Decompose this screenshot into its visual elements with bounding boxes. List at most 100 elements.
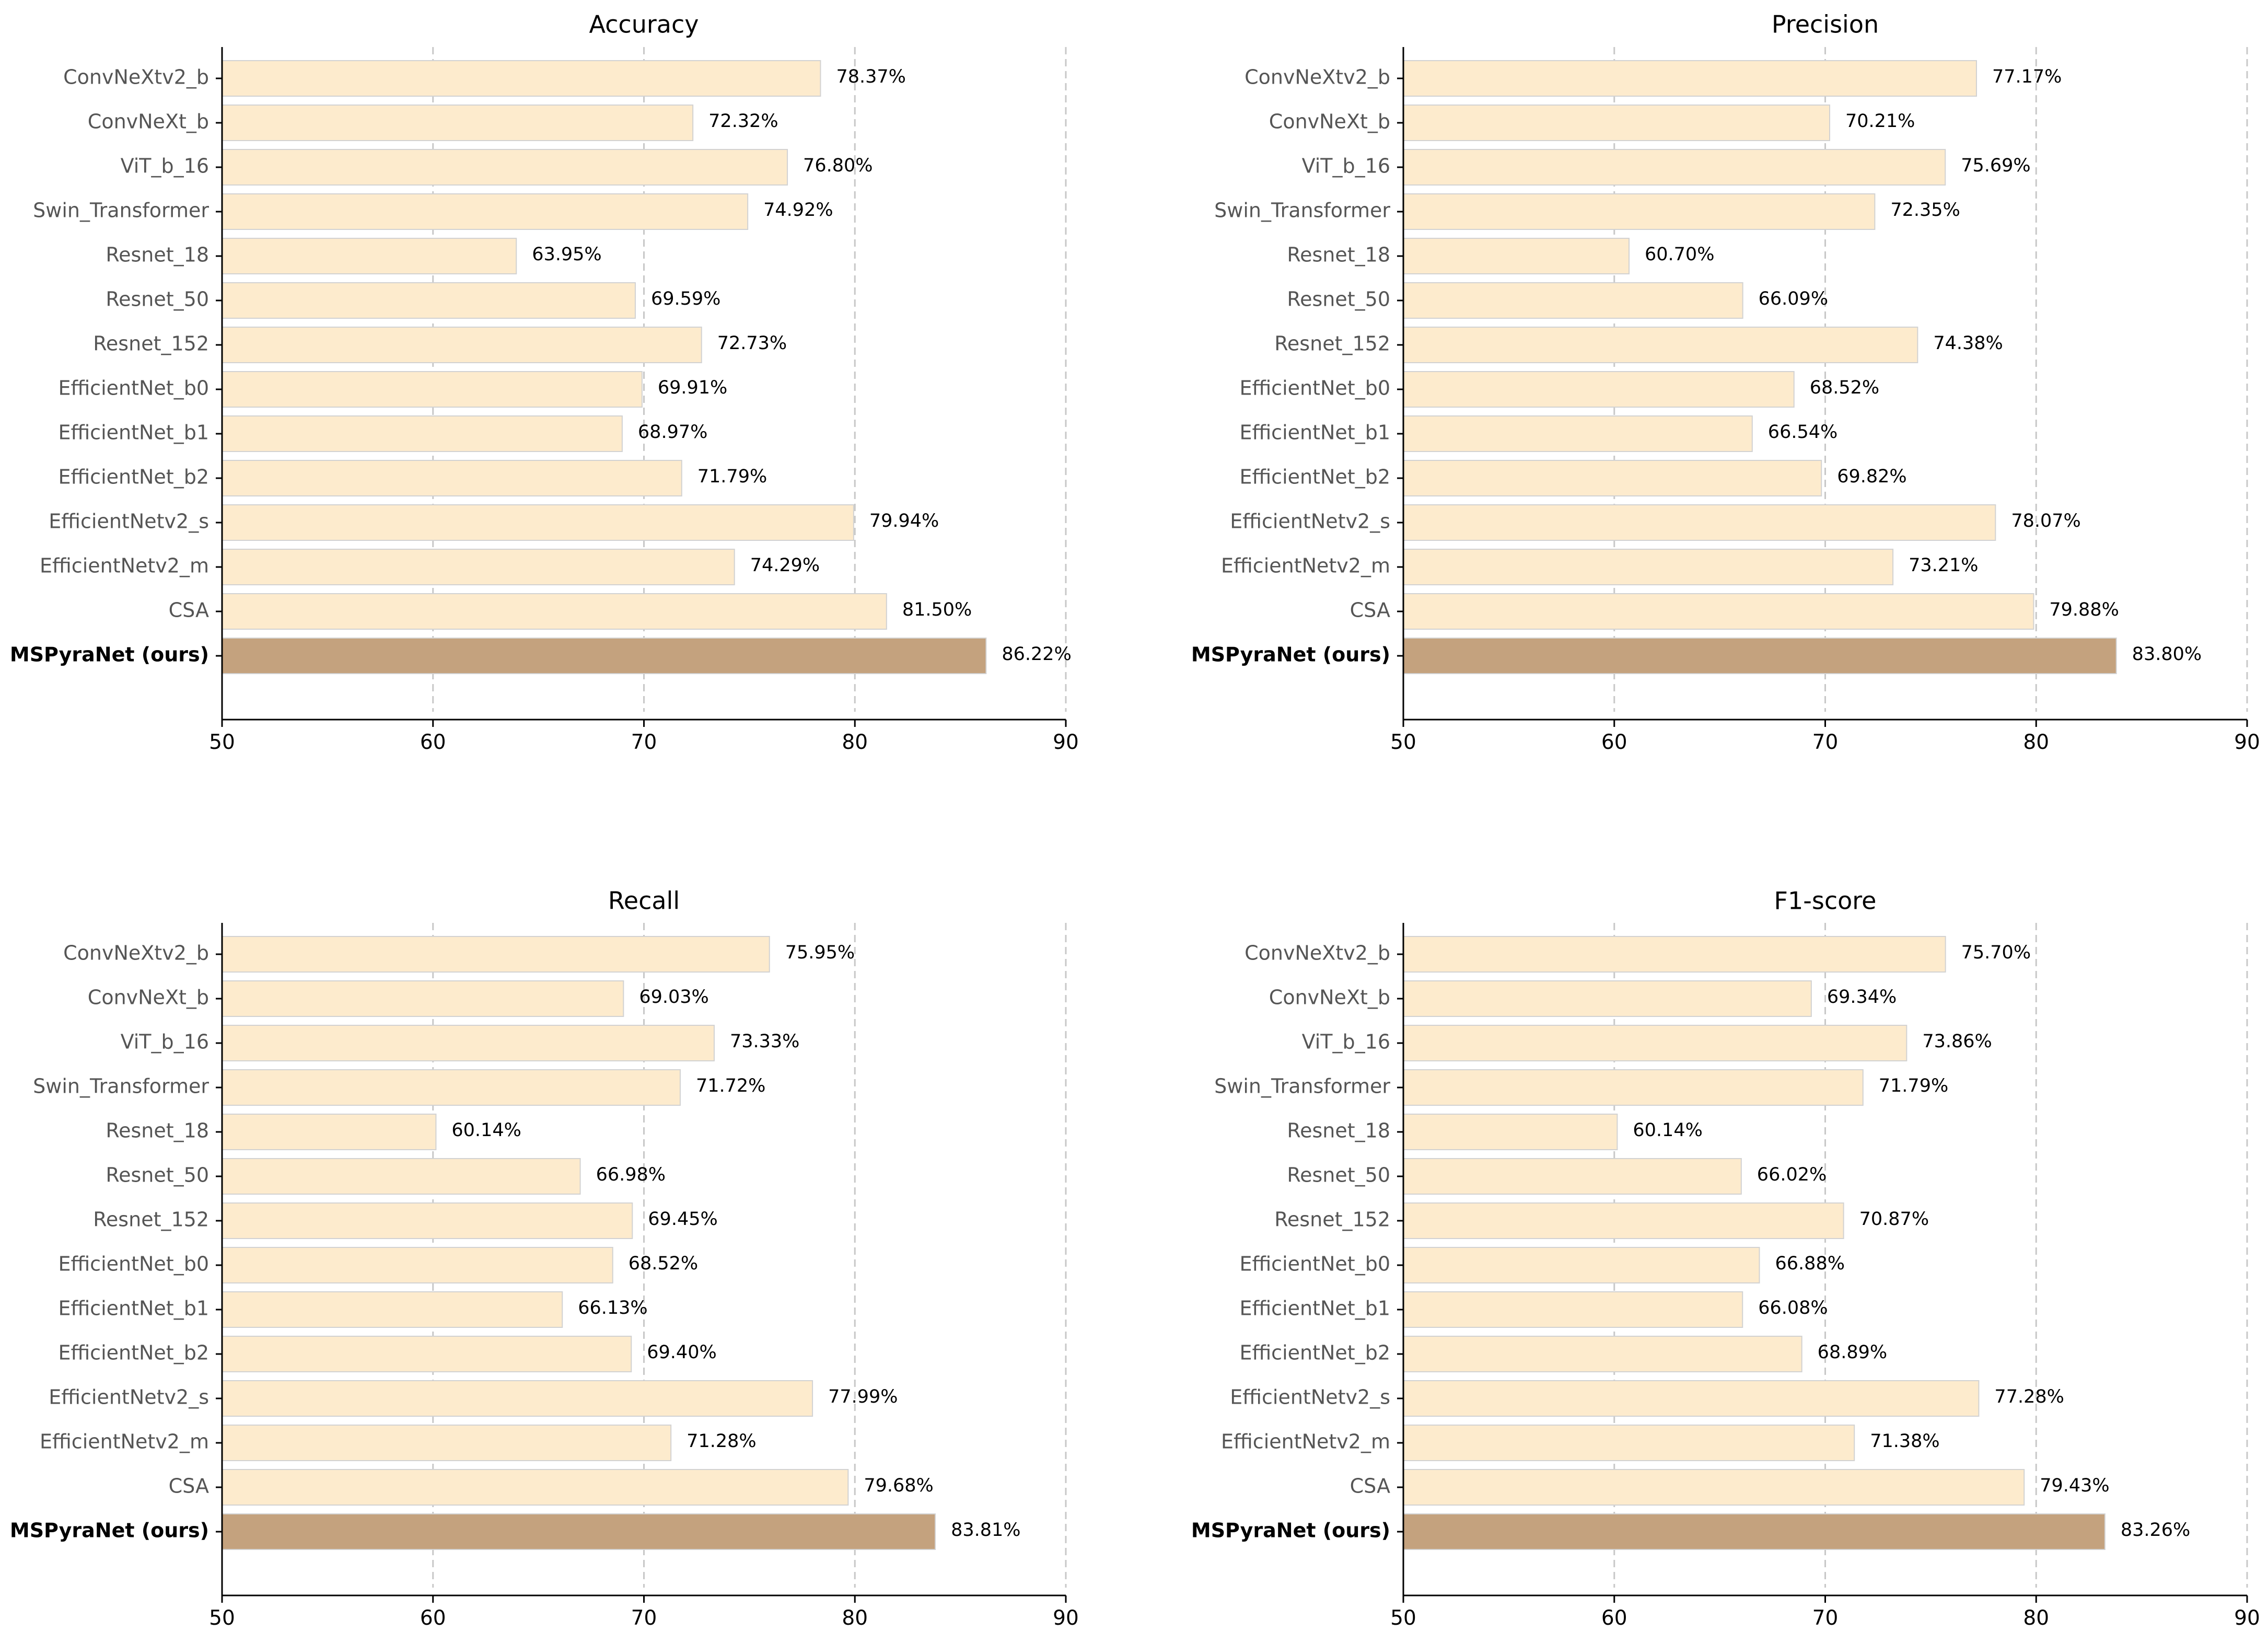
bar [1403, 460, 1822, 496]
bar [222, 504, 854, 541]
bar [1403, 593, 2034, 630]
bar [1403, 415, 1753, 452]
bar [1403, 504, 1996, 541]
value-label: 69.34% [1827, 987, 1897, 1008]
category-label: Swin_Transformer [1214, 1075, 1390, 1098]
chart-title: Recall [608, 887, 680, 915]
bar [222, 1202, 633, 1239]
category-label: Resnet_50 [106, 1164, 209, 1187]
value-label: 66.13% [578, 1298, 647, 1318]
bar [1403, 1336, 1802, 1372]
category-label: EfficientNet_b0 [1239, 377, 1390, 400]
bar [222, 238, 517, 274]
value-label: 77.28% [1994, 1386, 2064, 1407]
bar [222, 371, 643, 408]
x-tick-label: 80 [842, 1606, 868, 1630]
value-label: 68.97% [638, 422, 707, 443]
value-label: 60.70% [1645, 244, 1714, 265]
category-label: Resnet_18 [106, 1119, 209, 1142]
value-label: 70.21% [1845, 111, 1915, 132]
x-tick-label: 80 [2023, 731, 2049, 754]
bar [222, 460, 682, 496]
category-label: EfficientNet_b2 [58, 466, 209, 489]
value-label: 75.70% [1961, 942, 2031, 963]
bar [1403, 1114, 1618, 1150]
category-label: Resnet_18 [1287, 1119, 1390, 1142]
value-label: 69.40% [647, 1342, 716, 1363]
value-label: 79.88% [2049, 599, 2119, 620]
category-label: MSPyraNet (ours) [10, 1519, 209, 1542]
bar [222, 1513, 936, 1550]
value-label: 83.81% [951, 1520, 1020, 1541]
category-label: Swin_Transformer [33, 1075, 209, 1098]
bar [222, 1158, 581, 1195]
chart-title: F1-score [1774, 887, 1877, 915]
value-label: 72.73% [717, 333, 787, 354]
x-tick-label: 80 [2023, 1606, 2049, 1630]
bar [222, 1469, 849, 1506]
category-label: CSA [1350, 599, 1390, 622]
category-label: Resnet_152 [93, 1208, 209, 1231]
value-label: 74.38% [1933, 333, 2003, 354]
category-label: ConvNeXtv2_b [63, 66, 209, 89]
category-label: Resnet_152 [1274, 332, 1390, 355]
category-label: Swin_Transformer [1214, 199, 1390, 222]
bar [1403, 1425, 1855, 1461]
value-label: 68.52% [1810, 377, 1879, 398]
bar [222, 1247, 613, 1283]
value-label: 69.59% [651, 288, 720, 309]
category-label: ViT_b_16 [1302, 1031, 1390, 1054]
category-label: EfficientNet_b0 [58, 377, 209, 400]
bar [222, 549, 735, 585]
value-label: 83.80% [2132, 644, 2202, 665]
value-label: 60.14% [1633, 1120, 1702, 1141]
bar [222, 1380, 813, 1417]
value-label: 74.92% [763, 200, 833, 221]
chart-title: Accuracy [589, 10, 699, 39]
category-label: CSA [169, 599, 209, 622]
category-label: EfficientNet_b0 [58, 1253, 209, 1276]
bar [222, 638, 987, 674]
category-label: EfficientNetv2_s [49, 1386, 209, 1409]
value-label: 75.69% [1961, 155, 2030, 176]
chart-panel-2: Precision ConvNeXtv2_b 77.17% ConvNeXt_b 70.… [1191, 10, 2260, 755]
category-label: Resnet_50 [106, 288, 209, 311]
x-tick-label: 60 [1601, 731, 1627, 754]
value-label: 78.07% [2011, 511, 2080, 531]
value-label: 79.68% [864, 1475, 933, 1496]
value-label: 75.95% [785, 942, 855, 963]
category-label: EfficientNetv2_s [1230, 510, 1390, 533]
value-label: 68.52% [629, 1253, 698, 1274]
category-label: EfficientNet_b1 [1239, 421, 1390, 444]
bar [222, 149, 788, 186]
bar [222, 1336, 632, 1372]
category-label: EfficientNet_b1 [58, 421, 209, 444]
x-tick-label: 70 [631, 1606, 657, 1630]
x-tick-label: 90 [1053, 1606, 1079, 1630]
category-label: CSA [1350, 1475, 1390, 1498]
value-label: 71.79% [1879, 1075, 1948, 1096]
x-tick-label: 50 [1390, 731, 1416, 754]
value-label: 71.79% [697, 466, 767, 487]
value-label: 69.03% [639, 987, 708, 1008]
value-label: 70.87% [1859, 1209, 1929, 1230]
bar [1403, 149, 1946, 186]
bar [222, 1114, 437, 1150]
value-label: 60.14% [451, 1120, 521, 1141]
value-label: 73.33% [730, 1031, 799, 1052]
category-label: Swin_Transformer [33, 199, 209, 222]
category-label: EfficientNet_b2 [58, 1341, 209, 1364]
category-label: EfficientNet_b2 [1239, 466, 1390, 489]
bar [1403, 1291, 1743, 1328]
x-tick-label: 50 [209, 1606, 235, 1630]
bar [1403, 1158, 1742, 1195]
category-label: ViT_b_16 [121, 155, 209, 178]
value-label: 73.86% [1922, 1031, 1992, 1052]
category-label: ConvNeXt_b [1269, 110, 1390, 133]
chart-title: Precision [1772, 10, 1879, 39]
value-label: 79.94% [869, 511, 939, 531]
category-label: EfficientNet_b1 [1239, 1297, 1390, 1320]
bar [222, 1069, 681, 1106]
chart-panel-1: Accuracy ConvNeXtv2_b 78.37% ConvNeXt_b 72.3… [10, 10, 1079, 755]
